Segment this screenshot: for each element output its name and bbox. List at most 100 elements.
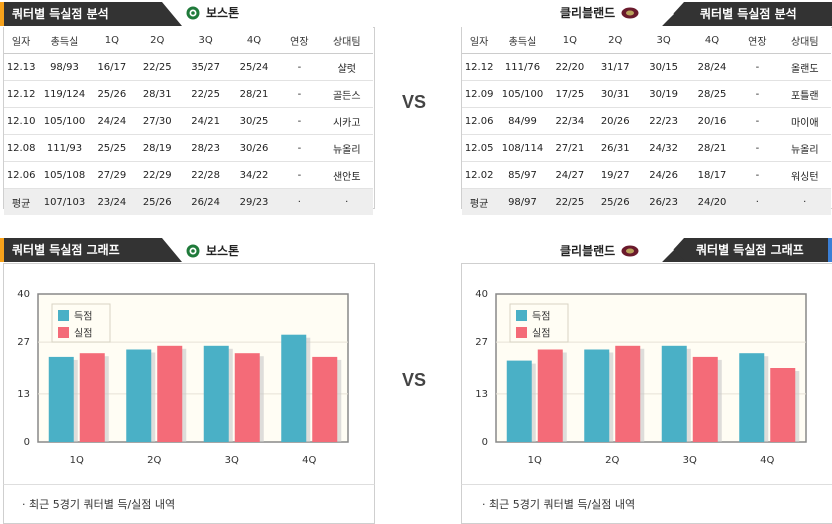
column-header: 총득실 [496,27,549,54]
table-row: 12.09 105/100 17/25 30/31 30/19 28/25- 포틀랜 [462,80,831,108]
home-footnote-text: 최근 5경기 쿼터별 득/실점 내역 [29,498,176,511]
table-cell: 12.13 [4,53,39,81]
home-graph-tab: 쿼터별 득실점 그래프 [0,238,182,262]
column-header: 일자 [462,27,497,54]
home-team-name: 보스톤 [206,6,240,20]
table-cell: 16/17 [90,53,134,81]
table-cell: 111/93 [38,134,91,162]
table-row: 12.06 105/108 27/29 22/29 22/28 34/22- 샌안토 [4,161,373,189]
x-tick-label: 4Q [302,455,316,466]
table-cell: - [278,107,321,135]
table-cell: 18/17 [687,161,737,189]
table-cell: 샌안토 [320,161,373,189]
table-cell: 105/108 [38,161,91,189]
table-cell: 22/29 [133,161,182,189]
table-cell: 30/19 [639,80,688,108]
away-footnote: · 최근 5경기 쿼터별 득/실점 내역 [482,498,636,511]
table-cell: 30/31 [591,80,640,108]
away-team-label: 클리블랜드 [560,4,639,21]
table-header-row: 일자 총득실 1Q 2Q 3Q 4Q 연장 상대팀 [462,27,831,54]
away-analysis-title: 쿼터별 득실점 분석 [684,2,832,26]
table-cell: 28/19 [133,134,182,162]
home-footnote-box [3,484,375,524]
table-header-row: 일자 총득실 1Q 2Q 3Q 4Q 연장 상대팀 [4,27,373,54]
table-cell: 28/31 [133,80,182,108]
allowed-bar-1Q [537,349,563,442]
table-cell: 28/24 [687,53,737,81]
home-team-label-graph: 보스톤 [186,242,239,259]
table-cell: 12.12 [4,80,39,108]
table-cell: - [736,53,779,81]
cavaliers-logo-icon [621,244,639,258]
table-cell: - [278,161,321,189]
column-header: 2Q [591,27,640,54]
column-header: 3Q [181,27,230,54]
table-cell: 평균 [462,188,497,215]
table-cell: 98/93 [38,53,91,81]
scored-bar-2Q [126,349,152,442]
home-analysis-title: 쿼터별 득실점 분석 [4,2,162,26]
table-cell: 85/97 [496,161,549,189]
allowed-bar-2Q [157,345,183,442]
column-header: 4Q [687,27,737,54]
celtics-logo-icon [186,244,200,258]
column-header: 3Q [639,27,688,54]
table-cell: 워싱턴 [778,161,831,189]
away-graph-title: 쿼터별 득실점 그래프 [684,238,832,262]
table-row: 12.10 105/100 24/24 27/30 24/21 30/25- 시카고 [4,107,373,135]
tab-arrow-cut [662,2,684,26]
home-team-label: 보스톤 [186,4,239,21]
scored-bar-2Q [584,349,610,442]
allowed-bar-3Q [234,353,260,442]
table-cell: 올랜도 [778,53,831,81]
table-cell: 98/97 [496,188,549,215]
y-tick-label: 40 [475,289,488,300]
table-cell: 시카고 [320,107,373,135]
table-cell: 24/32 [639,134,688,162]
home-stats-table: 일자 총득실 1Q 2Q 3Q 4Q 연장 상대팀 12.13 98/93 16/17 22/25 35… [4,27,373,215]
allowed-bar-4Q [770,368,796,442]
home-analysis-tab: 쿼터별 득실점 분석 [0,2,182,26]
table-cell: 25/26 [90,80,134,108]
allowed-bar-1Q [79,353,105,442]
table-cell: 23/24 [90,188,134,215]
table-cell: 12.05 [462,134,497,162]
legend-entry: 득점 [532,311,550,323]
table-cell: 84/99 [496,107,549,135]
home-chart-box: 0 13 27 40 1Q 2Q 3Q 4Q 득점 실점 [3,263,375,485]
away-stats-table: 일자 총득실 1Q 2Q 3Q 4Q 연장 상대팀 12.12 111/76 22/20 31/17 3… [462,27,831,215]
table-cell: 26/23 [639,188,688,215]
table-cell: 샬럿 [320,53,373,81]
column-header: 상대팀 [778,27,831,54]
home-graph-title: 쿼터별 득실점 그래프 [4,238,162,262]
table-cell: 24/21 [181,107,230,135]
allowed-bar-3Q [692,356,718,442]
table-cell: 111/76 [496,53,549,81]
table-cell: 19/27 [591,161,640,189]
legend-swatch [516,310,527,321]
cavaliers-logo-icon [621,6,639,20]
table-cell: 35/27 [181,53,230,81]
table-cell: - [278,53,321,81]
x-tick-label: 3Q [683,455,697,466]
celtics-logo-icon [186,6,200,20]
away-footnote-text: 최근 5경기 쿼터별 득/실점 내역 [489,498,636,511]
table-cell: 22/23 [639,107,688,135]
table-cell: 22/28 [181,161,230,189]
table-cell: 20/26 [591,107,640,135]
table-cell: 28/23 [181,134,230,162]
table-cell: - [736,80,779,108]
home-footnote: · 최근 5경기 쿼터별 득/실점 내역 [22,498,176,511]
table-cell: 12.08 [4,134,39,162]
table-cell: 30/25 [229,107,279,135]
scored-bar-4Q [739,353,765,442]
x-tick-label: 2Q [147,455,161,466]
column-header: 1Q [90,27,134,54]
table-cell: 26/24 [181,188,230,215]
table-cell: 28/21 [229,80,279,108]
scored-bar-1Q [506,360,532,442]
legend-entry: 득점 [74,311,92,323]
vs-label-bottom: VS [402,370,427,390]
away-chart-box: 0 13 27 40 1Q 2Q 3Q 4Q 득점 실점 [461,263,832,485]
